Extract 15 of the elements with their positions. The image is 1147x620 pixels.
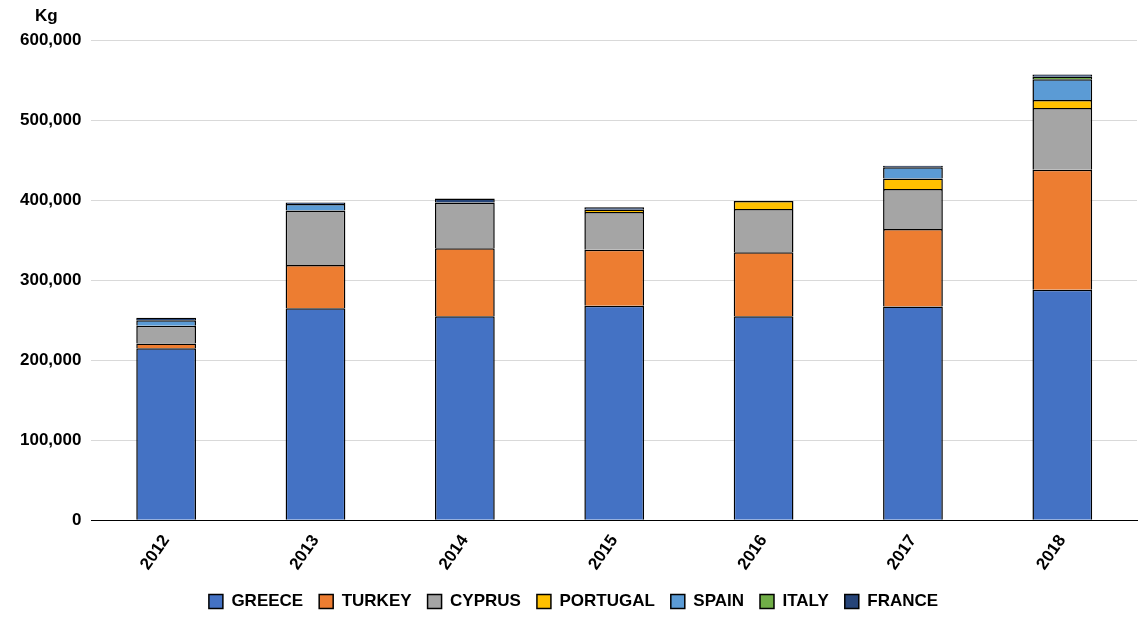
legend-label: CYPRUS [450,591,521,611]
legend-label: FRANCE [867,591,939,611]
y-axis-title: Kg [35,6,58,26]
y-tick-label: 400,000 [20,189,82,209]
legend-label: SPAIN [693,591,745,611]
legend-label: ITALY [782,591,830,611]
legend-label: GREECE [231,591,304,611]
legend-label: TURKEY [341,591,413,611]
y-tick-label: 100,000 [20,429,82,449]
legend-label: PORTUGAL [559,591,655,611]
y-tick-label: 0 [71,510,82,530]
y-tick-label: 600,000 [20,29,82,49]
y-tick-label: 500,000 [20,109,82,129]
y-tick-label: 200,000 [20,349,82,369]
y-tick-label: 300,000 [20,269,82,289]
